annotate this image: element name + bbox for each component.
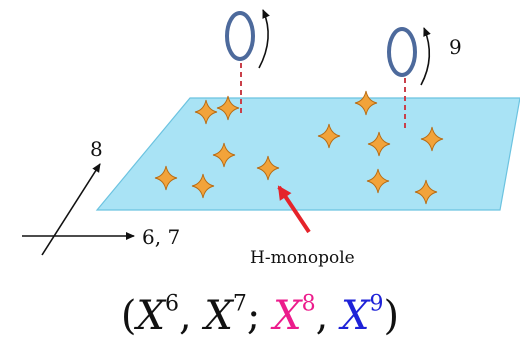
monopole-pointer-arrow (277, 185, 311, 234)
axis-9-label: 9 (449, 35, 462, 59)
rotation-arrow-icon (420, 27, 431, 86)
monopole-label: H-monopole (250, 248, 355, 268)
x9-term: X9 (341, 291, 384, 339)
axis-8-label: 8 (90, 137, 103, 161)
wilson-loop-icon (387, 27, 417, 77)
axis-67-label: 6, 7 (142, 225, 180, 249)
x8-term: X8 (273, 291, 316, 339)
coordinate-formula: (X6, X7; X8, X9) (120, 291, 400, 339)
rotation-arrow-icon (258, 9, 270, 69)
axis-8-arrow (41, 163, 101, 256)
plane (95, 97, 520, 211)
wilson-loop-icon (225, 11, 255, 61)
